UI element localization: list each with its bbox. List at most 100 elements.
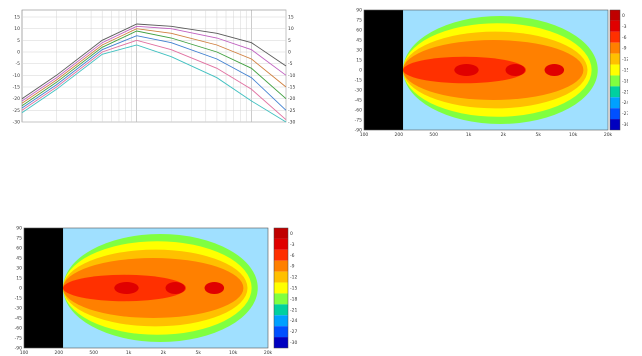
- x-tick-label: 5k: [196, 350, 202, 356]
- y-tick-label: 60: [16, 246, 22, 252]
- y-tick-label: -15: [355, 78, 362, 84]
- low-frequency-mask: [364, 10, 404, 130]
- series-line: [21, 28, 287, 104]
- colorbar-tick-label: -3: [622, 24, 627, 30]
- x-tick-label: 10k: [229, 350, 238, 356]
- hot-spot: [204, 282, 225, 294]
- colorbar-swatch: [610, 75, 620, 87]
- y-tick-label: -60: [355, 108, 362, 114]
- colorbar-swatch: [610, 53, 620, 65]
- plot-frame: [363, 9, 609, 131]
- y-tick-label-right: -10: [288, 73, 295, 79]
- hot-spot: [114, 282, 139, 294]
- hot-spot: [454, 64, 479, 76]
- x-tick-label: 2k: [161, 350, 167, 356]
- y-tick-label: 15: [14, 15, 20, 21]
- y-tick-label-right: 10: [288, 26, 294, 32]
- colorbar-tick-label: -24: [290, 318, 297, 324]
- colorbar-tick-label: -15: [290, 286, 297, 292]
- y-tick-label-right: -25: [288, 108, 295, 114]
- colorbar-swatch: [274, 304, 288, 316]
- y-tick-label: -45: [15, 316, 22, 322]
- x-tick-label: 200: [55, 350, 64, 356]
- colorbar-swatch: [274, 293, 288, 305]
- y-tick-label: -60: [15, 326, 22, 332]
- y-tick-label: -45: [355, 98, 362, 104]
- x-tick-label: 1k: [466, 132, 472, 138]
- colorbar-swatch: [610, 42, 620, 54]
- y-tick-label: 90: [16, 226, 22, 232]
- y-tick-label: 5: [17, 38, 20, 44]
- y-tick-label: 45: [16, 256, 22, 262]
- colorbar-frame: [609, 9, 621, 131]
- colorbar-tick-label: -6: [622, 35, 627, 41]
- series-line: [21, 25, 287, 102]
- y-tick-label: -5: [16, 61, 21, 67]
- x-tick-label: 1k: [126, 350, 132, 356]
- y-tick-label: 10: [14, 26, 20, 32]
- colorbar-swatch: [610, 108, 620, 120]
- y-tick-label: -30: [15, 306, 22, 312]
- colorbar-tick-label: -24: [622, 100, 628, 106]
- y-tick-label: -15: [15, 296, 22, 302]
- plot-frame: [23, 227, 269, 349]
- y-tick-label: 15: [356, 58, 362, 64]
- colorbar-swatch: [274, 238, 288, 250]
- colorbar-tick-label: -30: [622, 122, 628, 128]
- x-tick-label: 2k: [501, 132, 507, 138]
- colorbar-frame: [273, 227, 289, 349]
- y-tick-label: 0: [17, 50, 20, 56]
- colorbar-swatch: [274, 282, 288, 294]
- y-tick-label: 15: [16, 276, 22, 282]
- colorbar-swatch: [610, 97, 620, 109]
- colorbar-tick-label: -27: [622, 111, 628, 117]
- directivity-map-horizontal: 90 75 60 45 30 15 0 -15 -30 -45 -60 -75 -90 100 200 500…: [346, 6, 628, 138]
- y-tick-label: -10: [13, 73, 20, 79]
- y-tick-label: -75: [355, 118, 362, 124]
- colorbar-swatch: [274, 315, 288, 327]
- y-tick-label: 30: [356, 48, 362, 54]
- directivity-map-vertical: 90 75 60 45 30 15 0 -15 -30 -45 -60 -75 -90 100 200 500…: [8, 224, 310, 356]
- hot-spot: [505, 64, 526, 76]
- hot-spot: [165, 282, 186, 294]
- y-tick-label-right: -20: [288, 96, 295, 102]
- series-line: [21, 30, 287, 107]
- x-tick-label: 100: [360, 132, 369, 138]
- series-line: [21, 35, 287, 111]
- colorbar-swatch: [274, 228, 288, 239]
- y-tick-label-right: -30: [288, 120, 295, 126]
- y-tick-label: 75: [16, 236, 22, 242]
- colorbar-swatch: [610, 10, 620, 21]
- series-line: [21, 23, 287, 100]
- colorbar-tick-label: 0: [622, 13, 625, 19]
- colorbar-swatch: [274, 249, 288, 261]
- colorbar-tick-label: -9: [622, 46, 627, 52]
- y-tick-label-right: 0: [288, 50, 291, 56]
- colorbar-tick-label: -12: [622, 57, 628, 63]
- y-tick-label: -25: [13, 108, 20, 114]
- colorbar-tick-label: 0: [290, 231, 293, 237]
- colorbar-tick-label: -18: [290, 296, 297, 302]
- low-frequency-mask: [24, 228, 64, 348]
- colorbar-tick-label: -6: [290, 253, 295, 259]
- y-tick-label-right: 15: [288, 15, 294, 21]
- colorbar-swatch: [610, 31, 620, 43]
- series-line: [21, 39, 287, 121]
- colorbar-tick-label: -30: [290, 340, 297, 346]
- x-tick-label: 20k: [264, 350, 273, 356]
- x-tick-label: 500: [89, 350, 98, 356]
- x-tick-label: 100: [20, 350, 29, 356]
- y-tick-label: 30: [16, 266, 22, 272]
- colorbar-tick-label: -18: [622, 78, 628, 84]
- colorbar-swatch: [274, 271, 288, 283]
- x-tick-label: 200: [395, 132, 404, 138]
- y-tick-label: 45: [356, 38, 362, 44]
- frequency-response-svg: 15 15 10 10 5 5 0 0 -5 -5 -10 -10 -15 -15 -20 -20 -25 -25…: [13, 9, 295, 126]
- y-tick-label: 0: [359, 68, 362, 74]
- x-tick-label: 5k: [536, 132, 542, 138]
- colorbar-swatch: [274, 326, 288, 338]
- colorbar-tick-label: -3: [290, 242, 295, 248]
- colorbar-swatch: [274, 260, 288, 272]
- colorbar-tick-label: -12: [290, 275, 297, 281]
